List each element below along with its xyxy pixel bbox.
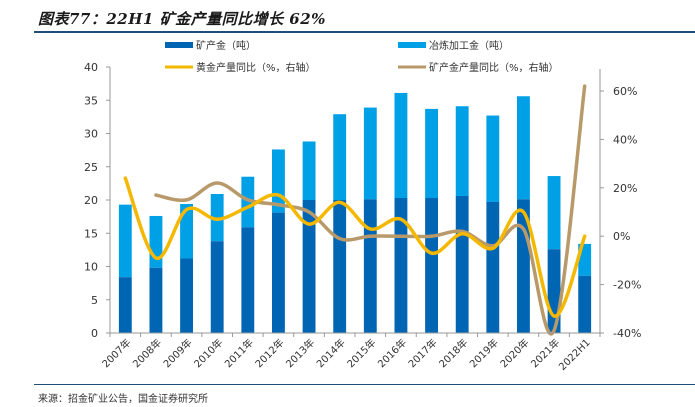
left-tick-label-4: 20 bbox=[84, 194, 98, 207]
x-tick-label-13: 2020年 bbox=[497, 336, 531, 370]
bar-mine-3 bbox=[210, 241, 224, 333]
x-tick-label-4: 2011年 bbox=[222, 336, 256, 370]
right-tick-label-1: -20% bbox=[613, 279, 641, 292]
x-tick-label-1: 2008年 bbox=[130, 336, 164, 370]
left-tick-label-6: 30 bbox=[84, 128, 98, 141]
legend-swatch-1 bbox=[398, 42, 426, 48]
bar-mine-15 bbox=[578, 275, 592, 333]
bar-mine-10 bbox=[425, 198, 438, 333]
right-tick-label-5: 60% bbox=[613, 85, 637, 98]
legend: 矿产金（吨） 冶炼加工金（吨） 黄金产量同比（%，右轴） 矿产金产量同比（%，右轴） bbox=[165, 39, 559, 74]
line-gold-yoy bbox=[123, 176, 587, 318]
bar-smelt-13 bbox=[517, 96, 530, 200]
x-tick-label-5: 2012年 bbox=[252, 336, 286, 370]
right-tick-label-0: -40% bbox=[613, 327, 641, 340]
left-tick-label-3: 15 bbox=[84, 227, 98, 240]
bar-smelt-14 bbox=[547, 176, 561, 250]
line-mine-yoy bbox=[154, 84, 587, 336]
x-tick-label-9: 2016年 bbox=[375, 336, 409, 370]
bar-smelt-12 bbox=[486, 115, 500, 202]
source-divider bbox=[34, 384, 695, 385]
bar-mine-6 bbox=[302, 200, 316, 333]
left-tick-label-7: 35 bbox=[84, 94, 98, 107]
bar-mine-1 bbox=[149, 267, 163, 333]
legend-label-2: 黄金产量同比（%，右轴） bbox=[196, 61, 316, 74]
source-note: 来源：招金矿业公告，国金证券研究所 bbox=[38, 394, 208, 405]
lines bbox=[123, 84, 587, 336]
left-tick-label-2: 10 bbox=[84, 261, 98, 274]
x-tick-label-15: 2022H1 bbox=[557, 337, 593, 373]
x-tick-label-10: 2017年 bbox=[405, 336, 439, 370]
x-tick-label-2: 2009年 bbox=[160, 336, 194, 370]
bar-mine-4 bbox=[241, 227, 255, 333]
x-tick-label-12: 2019年 bbox=[467, 336, 501, 370]
left-tick-label-8: 40 bbox=[84, 61, 98, 74]
right-tick-label-3: 20% bbox=[613, 182, 637, 195]
title-divider bbox=[34, 31, 695, 33]
bar-mine-5 bbox=[272, 212, 285, 333]
x-tick-label-6: 2013年 bbox=[283, 336, 317, 370]
bar-smelt-8 bbox=[363, 107, 377, 200]
x-tick-label-0: 2007年 bbox=[99, 336, 133, 370]
legend-swatch-0 bbox=[165, 42, 193, 48]
bar-mine-11 bbox=[455, 196, 469, 333]
left-tick-label-1: 5 bbox=[91, 294, 98, 307]
bar-smelt-0 bbox=[118, 204, 132, 278]
legend-label-0: 矿产金（吨） bbox=[196, 39, 256, 52]
x-tick-label-8: 2015年 bbox=[344, 336, 378, 370]
x-tick-label-7: 2014年 bbox=[314, 336, 348, 370]
bar-smelt-1 bbox=[149, 215, 163, 268]
bar-smelt-10 bbox=[425, 108, 438, 199]
legend-label-3: 矿产金产量同比（%，右轴） bbox=[429, 61, 559, 74]
bar-smelt-2 bbox=[180, 203, 193, 259]
bar-mine-0 bbox=[118, 277, 132, 333]
right-tick-label-2: 0% bbox=[613, 230, 630, 243]
left-tick-label-0: 0 bbox=[91, 327, 98, 340]
bar-smelt-7 bbox=[333, 114, 347, 200]
bar-smelt-4 bbox=[241, 176, 255, 228]
x-tick-label-3: 2010年 bbox=[191, 336, 225, 370]
bar-mine-9 bbox=[394, 198, 408, 333]
bars bbox=[118, 92, 592, 333]
bar-mine-8 bbox=[363, 199, 377, 333]
bar-mine-7 bbox=[333, 200, 347, 333]
bar-smelt-11 bbox=[455, 106, 469, 197]
bar-smelt-6 bbox=[302, 141, 316, 200]
bar-smelt-9 bbox=[394, 92, 408, 199]
legend-label-1: 冶炼加工金（吨） bbox=[429, 39, 509, 52]
right-tick-label-4: 40% bbox=[613, 133, 637, 146]
left-tick-label-5: 25 bbox=[84, 161, 98, 174]
chart-title: 图表77：22H1 矿金产量同比增长 62% bbox=[38, 10, 326, 28]
bar-mine-2 bbox=[180, 258, 193, 333]
x-tick-label-11: 2018年 bbox=[436, 336, 470, 370]
bar-mine-12 bbox=[486, 201, 500, 333]
